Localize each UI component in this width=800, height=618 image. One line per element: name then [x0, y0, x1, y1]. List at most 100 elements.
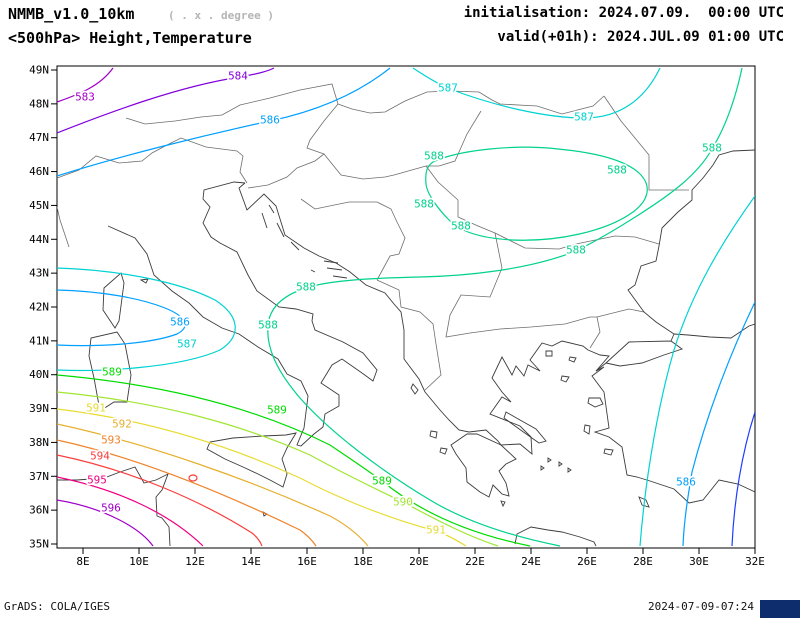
- island-zakynthos: [439, 447, 448, 455]
- contour-value-label: 591: [86, 402, 106, 415]
- contour-value-label: 588: [702, 142, 722, 155]
- creation-timestamp: 2024-07-09-07:24: [648, 600, 754, 613]
- contour-value-label: 588: [424, 150, 444, 163]
- contour-value-label: 589: [267, 404, 287, 417]
- lat-tick-label: 36N: [29, 504, 49, 517]
- contour-value-label: 587: [574, 111, 594, 124]
- island-euboea: [503, 411, 547, 444]
- contour-587-east: [639, 195, 755, 547]
- lat-tick-label: 39N: [29, 402, 49, 415]
- island-thasos: [545, 350, 553, 357]
- lat-tick-label: 48N: [29, 97, 49, 110]
- border-germany-austria: [125, 83, 339, 125]
- lon-tick-label: 26E: [577, 555, 597, 568]
- initialisation-time: initialisation: 2024.07.09. 00:00 UTC: [463, 5, 784, 21]
- lon-tick-label: 18E: [353, 555, 373, 568]
- contour-595: [57, 476, 204, 547]
- lat-tick-label: 43N: [29, 267, 49, 280]
- lon-tick-label: 10E: [129, 555, 149, 568]
- contour-value-label: 596: [101, 502, 121, 515]
- lat-tick-label: 44N: [29, 233, 49, 246]
- islands-cyclades: [540, 457, 572, 473]
- contour-588-closed-high: [425, 146, 648, 241]
- border-hungary-croatia-serbia: [323, 153, 427, 180]
- country-borders: [57, 83, 689, 391]
- contour-592: [57, 423, 369, 547]
- coast-peloponnese: [450, 433, 517, 498]
- border-danube: [425, 165, 660, 250]
- island-kefalonia: [429, 430, 438, 439]
- contour-value-label: 595: [87, 474, 107, 487]
- contour-value-label: 592: [112, 418, 132, 431]
- contour-value-label: 588: [296, 281, 316, 294]
- lat-tick-label: 46N: [29, 165, 49, 178]
- border-slovakia-ukraine: [337, 90, 605, 115]
- border-hungary-romania: [426, 110, 482, 167]
- coast-north-africa: [57, 466, 171, 547]
- lat-tick-label: 41N: [29, 334, 49, 347]
- field-title: <500hPa> Height,Temperature: [8, 29, 252, 47]
- valid-time: valid(+01h): 2024.JUL.09 01:00 UTC: [497, 29, 784, 45]
- lat-tick-label: 37N: [29, 470, 49, 483]
- grid-resolution-note: ( . x . degree ): [168, 9, 274, 22]
- island-sicily: [206, 432, 297, 488]
- coast-turkey-aegean: [587, 349, 755, 504]
- border-montenegro-albania: [376, 279, 442, 391]
- contour-591: [57, 408, 467, 547]
- lat-tick-label: 47N: [29, 131, 49, 144]
- contour-value-label: 584: [228, 70, 248, 83]
- contour-value-label: 591: [426, 524, 446, 537]
- contour-588-long: [267, 67, 743, 547]
- coast-adriatic-balkans: [238, 182, 426, 393]
- contour-value-label: 586: [260, 114, 280, 127]
- island-rhodes: [638, 496, 650, 508]
- contour-value-label: 588: [566, 244, 586, 257]
- island-chios: [583, 424, 591, 435]
- contour-value-label: 587: [438, 82, 458, 95]
- lat-tick-label: 45N: [29, 199, 49, 212]
- border-austria-hungary-slovenia: [247, 103, 339, 189]
- lon-tick-label: 24E: [521, 555, 541, 568]
- contour-value-label: 589: [102, 366, 122, 379]
- coastlines: [57, 149, 755, 547]
- lat-tick-label: 40N: [29, 368, 49, 381]
- contour-value-label: 583: [75, 91, 95, 104]
- contour-594: [57, 454, 263, 547]
- contour-594-closed-small: [188, 474, 198, 482]
- contour-596: [57, 499, 154, 547]
- coast-italy: [107, 181, 378, 447]
- island-samos: [603, 448, 614, 456]
- contour-587-tyrrhenian: [57, 267, 236, 372]
- lat-tick-label: 42N: [29, 300, 49, 313]
- lon-tick-label: 14E: [241, 555, 261, 568]
- axis-ticks-and-labels: 49N 48N 47N 46N 45N 44N 43N 42N 41N 40N 39N 38N 37N 3…: [29, 64, 765, 569]
- contour-586-tyrrhenian: [57, 289, 186, 347]
- lon-tick-label: 22E: [465, 555, 485, 568]
- islands-dalmatia: [261, 204, 348, 279]
- island-limnos: [560, 375, 570, 383]
- border-bulgaria-greece-turkey: [499, 308, 645, 349]
- contour-value-label: 586: [170, 316, 190, 329]
- contour-value-label: 589: [372, 475, 392, 488]
- contour-587-top: [412, 67, 661, 119]
- lat-tick-label: 35N: [29, 537, 49, 550]
- contour-586-northwest: [57, 67, 391, 177]
- border-alps-chain: [57, 137, 248, 248]
- coast-turkey-blacksea: [673, 323, 755, 339]
- contour-593: [57, 439, 317, 547]
- island-sardinia: [88, 331, 132, 412]
- lon-tick-label: 28E: [633, 555, 653, 568]
- contour-labels: 583 584 586 586 586 587 587 587 588 588 588 588 588 5…: [73, 68, 723, 539]
- contour-value-label: 588: [607, 164, 627, 177]
- contour-589: [57, 374, 531, 547]
- grads-credit: GrADS: COLA/IGES: [4, 600, 110, 613]
- island-samothrace: [568, 356, 577, 363]
- island-crete: [514, 526, 597, 547]
- island-lesbos: [587, 397, 604, 408]
- contour-583: [57, 67, 114, 103]
- contour-584: [57, 67, 275, 134]
- coast-blacksea-west: [627, 149, 755, 335]
- contour-value-label: 588: [258, 319, 278, 332]
